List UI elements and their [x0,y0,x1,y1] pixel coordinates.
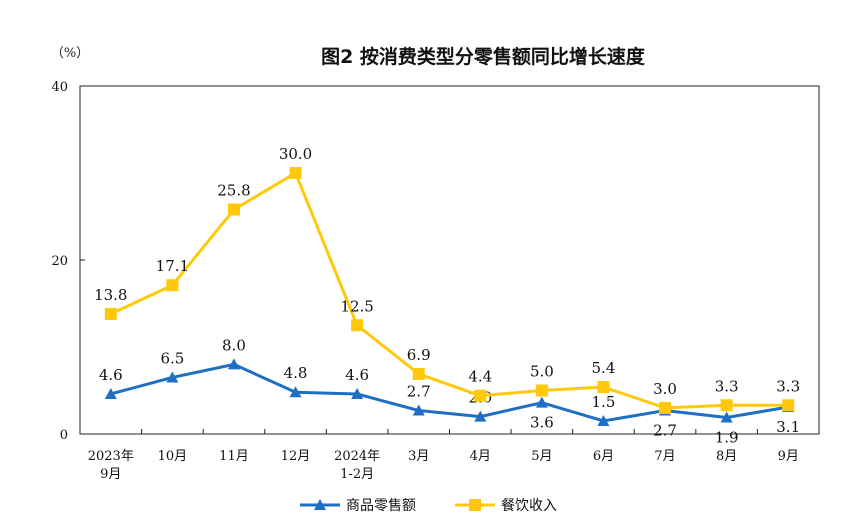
data-label: 3.1 [776,418,800,436]
x-tick-label: 2024年 [334,449,380,464]
x-tick-label: 6月 [593,449,614,464]
x-axis: 2023年 9月 10月 11月 12月 2024年 1-2月 3月 4月 5月 6月 7月 8月 9月 [88,429,799,482]
x-tick-label: 2023年 [88,449,134,464]
data-label: 4.6 [345,366,369,384]
y-axis: 0 20 40 [51,80,85,443]
data-point [227,203,240,216]
data-label: 3.3 [715,377,739,395]
data-point [166,371,179,383]
legend-label: 餐饮收入 [501,498,557,514]
legend-marker [469,499,481,511]
data-point [412,367,425,380]
series-line [110,362,789,423]
data-label: 6.9 [407,346,431,364]
x-tick-label: 7月 [654,449,675,464]
data-label: 2.7 [407,383,431,401]
x-tick-label: 4月 [470,449,491,464]
data-label: 6.5 [160,349,184,367]
x-tick-label: 1-2月 [340,467,374,482]
data-label: 17.1 [156,257,189,275]
data-label: 13.8 [94,286,127,304]
data-point [351,319,364,332]
legend-label: 商品零售额 [346,498,416,514]
data-point [659,401,672,414]
x-tick-label: 3月 [408,449,429,464]
data-point [474,410,487,422]
data-label: 5.0 [530,363,554,381]
data-label: 25.8 [217,182,250,200]
data-label: 1.9 [715,428,739,446]
x-tick-label: 8月 [716,449,737,464]
legend-item: 餐饮收入 [455,498,557,514]
data-label: 3.3 [776,377,800,395]
data-point [104,307,117,320]
data-point [412,404,425,416]
data-point [227,358,240,370]
data-label: 4.6 [99,366,123,384]
x-tick-label: 10月 [158,449,188,464]
data-label: 2.7 [653,422,677,440]
chart-title: 图2 按消费类型分零售额同比增长速度 [321,45,646,68]
x-tick-label: 5月 [531,449,552,464]
series-catering: 13.8 17.1 25.8 30.0 12.5 6.9 4.4 5.0 5.4 3.0 3.3 3.… [94,145,800,414]
data-point [166,279,179,292]
legend-item: 商品零售额 [300,498,416,514]
data-point [720,399,733,412]
series-line [110,171,789,410]
data-point [104,387,117,399]
data-label: 1.5 [592,393,616,411]
x-tick-label: 12月 [281,449,311,464]
y-tick-label: 0 [60,428,68,443]
data-label: 3.0 [653,380,677,398]
data-label: 3.6 [530,414,554,432]
y-tick-label: 20 [51,254,68,269]
y-unit-label: （%） [51,46,89,61]
x-tick-label: 9月 [778,449,799,464]
data-point [535,396,548,408]
data-label: 8.0 [222,336,246,354]
data-label: 12.5 [340,297,373,315]
data-label: 4.8 [284,364,308,382]
data-point [597,414,610,426]
data-point [289,167,302,179]
series-retail-goods: 4.66.58.04.84.62.72.03.61.52.71.93.1 [99,336,800,446]
data-label: 30.0 [279,145,312,163]
data-point [474,389,487,402]
data-point [351,387,364,399]
data-point [535,384,548,397]
data-point [289,386,302,398]
legend-marker [314,499,326,510]
data-point [597,381,610,394]
x-tick-label: 11月 [219,449,249,464]
x-tick-label: 9月 [100,467,121,482]
series-layer: 4.66.58.04.84.62.72.03.61.52.71.93.113.8… [94,145,800,446]
y-tick-label: 40 [51,80,68,95]
legend: 商品零售额 餐饮收入 [300,498,557,514]
data-label: 5.4 [592,359,616,377]
plot-frame [79,85,820,435]
data-point [720,411,733,423]
data-label: 4.4 [468,368,492,386]
data-point [782,399,795,412]
